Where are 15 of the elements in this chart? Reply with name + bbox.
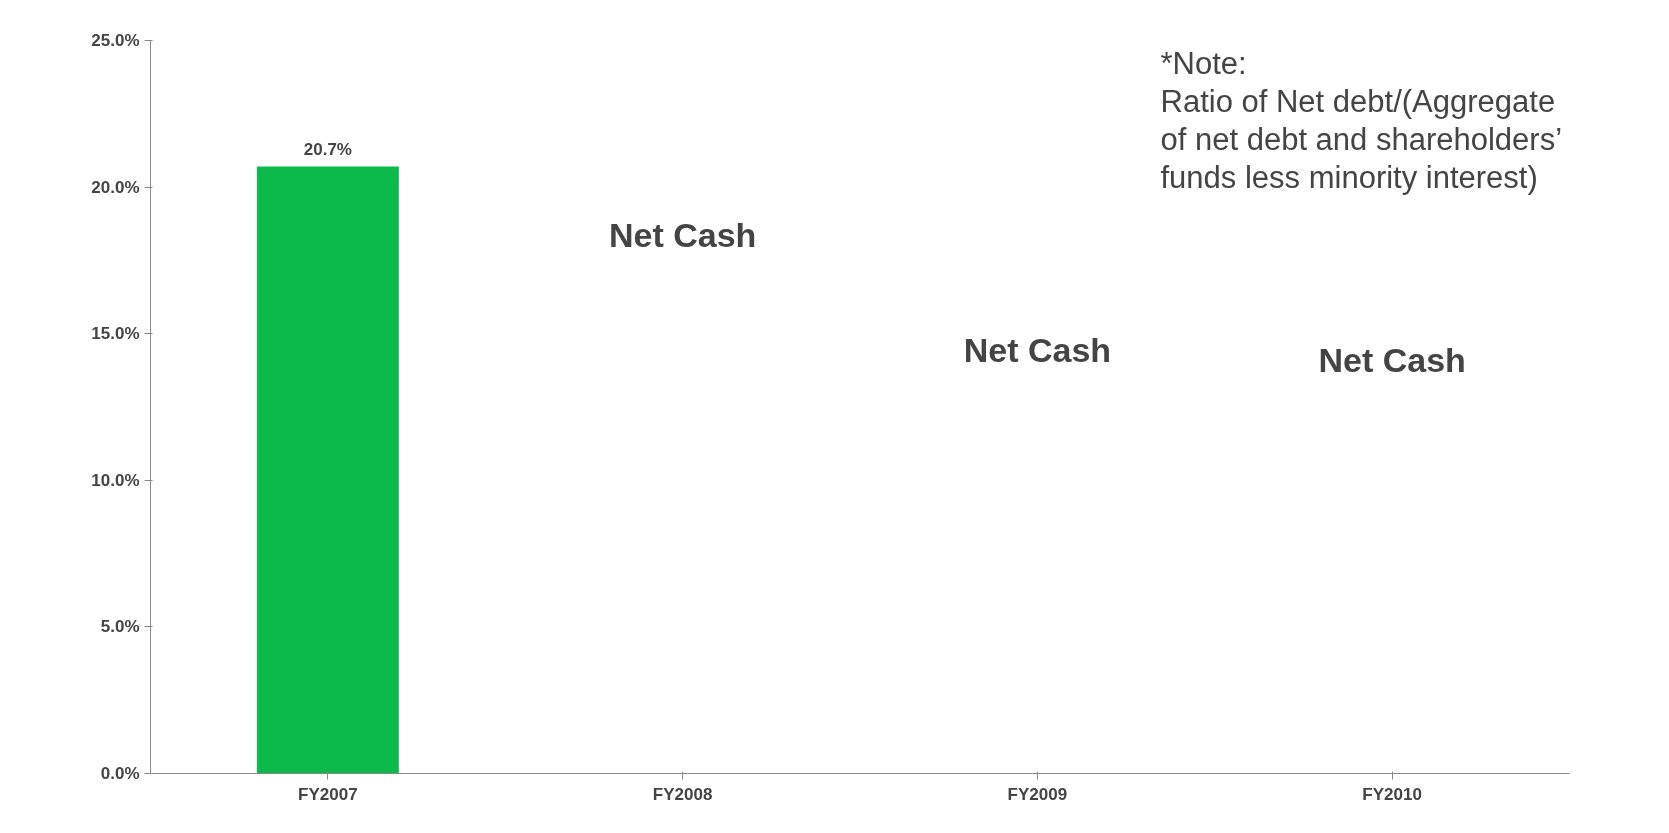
y-tick-label: 10.0% — [91, 470, 140, 490]
x-tick-label: FY2008 — [652, 784, 713, 804]
annotation: Net Cash — [1318, 340, 1466, 379]
x-tick-label: FY2010 — [1362, 784, 1422, 804]
y-tick-label: 25.0% — [91, 31, 140, 50]
annotation: Net Cash — [608, 215, 757, 254]
data-label: 20.7% — [303, 139, 352, 159]
y-tick-label: 15.0% — [91, 324, 140, 344]
x-tick-label: FY2009 — [1007, 784, 1068, 804]
annotation: Net Cash — [963, 330, 1112, 369]
y-tick-label: 5.0% — [100, 617, 140, 637]
y-tick-label: 20.0% — [91, 177, 140, 197]
x-tick-label: FY2007 — [298, 784, 358, 804]
annotation: *Note: Ratio of Net debt/(Aggregate of net debt and shareholders’ funds less minority interest) — [1160, 45, 1563, 195]
y-tick-label: 0.0% — [100, 764, 140, 783]
